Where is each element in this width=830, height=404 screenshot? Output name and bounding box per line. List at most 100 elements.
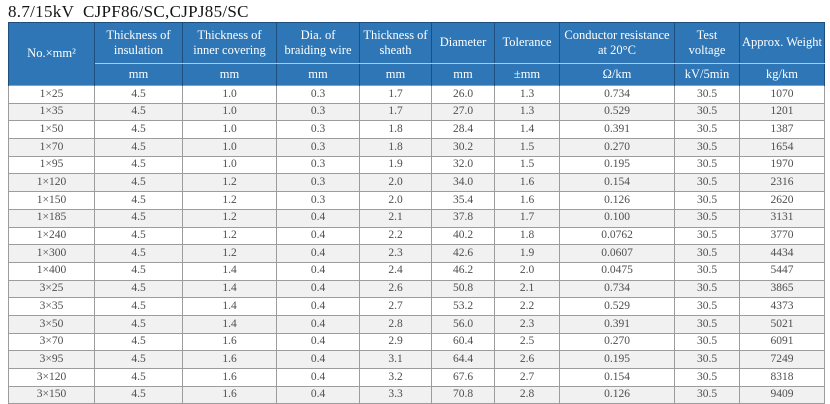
table-cell: 4.5 [94, 350, 183, 369]
table-body: 1×25 4.5 1.0 0.3 1.7 26.0 1.3 0.734 30.5 1070 1×35… [8, 85, 825, 404]
table-cell: 60.4 [431, 332, 495, 352]
table-cell: 42.6 [431, 244, 495, 263]
table-cell: 7249 [739, 350, 825, 369]
header-label-row: No.×mm² Thickness of insulation Thickness … [8, 22, 825, 86]
table-row: 1×70 4.5 1.0 0.3 1.8 30.2 1.5 0.270 30.5 1654 [8, 138, 825, 157]
table-cell: 0.4 [276, 279, 360, 299]
table-cell: 2.8 [359, 314, 432, 334]
table-cell: 4.5 [94, 138, 183, 157]
table-cell: 1.2 [182, 226, 277, 246]
table-cell: 0.4 [276, 385, 360, 404]
table-cell: 2.4 [359, 261, 432, 281]
table-row: 3×25 4.5 1.4 0.4 2.6 50.8 2.1 0.734 30.5 3865 [8, 279, 825, 299]
table-cell: 1.4 [182, 261, 277, 281]
table-cell: 1.7 [359, 102, 432, 122]
spec-size-cell: 1×25 [8, 85, 95, 104]
table-cell: 1.3 [494, 102, 560, 122]
table-cell: 27.0 [431, 102, 495, 122]
cable-spec-table: No.×mm² Thickness of insulation Thickness … [8, 22, 825, 404]
table-cell: 5447 [739, 261, 825, 281]
table-cell: 0.529 [559, 102, 675, 122]
table-cell: 1.0 [182, 155, 277, 175]
table-cell: 1.2 [182, 191, 277, 210]
table-cell: 4.5 [94, 244, 183, 263]
table-cell: 3131 [739, 208, 825, 228]
table-cell: 1.0 [182, 138, 277, 157]
table-cell: 4.5 [94, 261, 183, 281]
table-cell: 4434 [739, 244, 825, 263]
table-cell: 2620 [739, 191, 825, 210]
table-cell: 0.126 [559, 191, 675, 210]
table-cell: 1.5 [494, 138, 560, 157]
column-unit: mm [359, 63, 432, 86]
spec-size-cell: 3×35 [8, 297, 95, 316]
table-cell: 0.4 [276, 314, 360, 334]
table-cell: 30.5 [674, 314, 740, 334]
spec-size-cell: 1×120 [8, 173, 95, 193]
table-cell: 0.391 [559, 314, 675, 334]
table-cell: 5021 [739, 314, 825, 334]
table-cell: 1.4 [494, 120, 560, 140]
table-cell: 1201 [739, 102, 825, 122]
table-cell: 30.5 [674, 368, 740, 387]
table-cell: 46.2 [431, 261, 495, 281]
table-cell: 4.5 [94, 297, 183, 316]
table-cell: 0.0607 [559, 244, 675, 263]
table-cell: 30.5 [674, 244, 740, 263]
spec-size-cell: 3×95 [8, 350, 95, 369]
table-row: 3×120 4.5 1.6 0.4 3.2 67.6 2.7 0.154 30.5 8318 [8, 368, 825, 387]
table-cell: 4.5 [94, 120, 183, 140]
table-cell: 2.3 [494, 314, 560, 334]
table-cell: 1.4 [182, 314, 277, 334]
table-cell: 2316 [739, 173, 825, 193]
table-cell: 0.529 [559, 297, 675, 316]
table-cell: 0.100 [559, 208, 675, 228]
table-cell: 1.4 [182, 279, 277, 299]
table-cell: 2.0 [494, 261, 560, 281]
table-cell: 1654 [739, 138, 825, 157]
table-cell: 1.2 [182, 244, 277, 263]
column-unit: mm [182, 63, 277, 86]
table-cell: 0.734 [559, 85, 675, 104]
table-cell: 0.3 [276, 155, 360, 175]
table-cell: 1.6 [182, 350, 277, 369]
spec-size-cell: 3×150 [8, 385, 95, 404]
table-cell: 0.4 [276, 297, 360, 316]
table-row: 3×35 4.5 1.4 0.4 2.7 53.2 2.2 0.529 30.5 4373 [8, 297, 825, 316]
table-cell: 2.3 [359, 244, 432, 263]
table-row: 1×120 4.5 1.2 0.3 2.0 34.0 1.6 0.154 30.5 2316 [8, 173, 825, 193]
table-row: 1×150 4.5 1.2 0.3 2.0 35.4 1.6 0.126 30.5 2620 [8, 191, 825, 210]
table-cell: 0.195 [559, 155, 675, 175]
table-cell: 0.3 [276, 191, 360, 210]
table-cell: 8318 [739, 368, 825, 387]
spec-size-cell: 1×50 [8, 120, 95, 140]
table-cell: 26.0 [431, 85, 495, 104]
table-cell: 0.126 [559, 385, 675, 404]
table-cell: 2.0 [359, 173, 432, 193]
table-cell: 1.9 [494, 244, 560, 263]
column-header: Diameter [431, 22, 495, 64]
table-cell: 1.7 [494, 208, 560, 228]
table-cell: 0.195 [559, 350, 675, 369]
column-unit: ±mm [494, 63, 560, 86]
table-cell: 4.5 [94, 226, 183, 246]
table-cell: 0.3 [276, 138, 360, 157]
table-row: 1×185 4.5 1.2 0.4 2.1 37.8 1.7 0.100 30.5 3131 [8, 208, 825, 228]
column-header: Thickness of inner covering [182, 22, 277, 64]
table-row: 1×95 4.5 1.0 0.3 1.9 32.0 1.5 0.195 30.5 1970 [8, 155, 825, 175]
table-cell: 0.3 [276, 120, 360, 140]
table-cell: 6091 [739, 332, 825, 352]
table-cell: 1.0 [182, 120, 277, 140]
table-cell: 0.4 [276, 244, 360, 263]
table-cell: 0.0762 [559, 226, 675, 246]
table-row: 1×35 4.5 1.0 0.3 1.7 27.0 1.3 0.529 30.5 1201 [8, 102, 825, 122]
table-cell: 2.9 [359, 332, 432, 352]
column-header: Test voltage [674, 22, 740, 64]
table-cell: 3.2 [359, 368, 432, 387]
table-row: 1×300 4.5 1.2 0.4 2.3 42.6 1.9 0.0607 30.5 4434 [8, 244, 825, 263]
table-cell: 0.4 [276, 350, 360, 369]
table-cell: 0.4 [276, 261, 360, 281]
spec-size-cell: 3×50 [8, 314, 95, 334]
table-cell: 53.2 [431, 297, 495, 316]
